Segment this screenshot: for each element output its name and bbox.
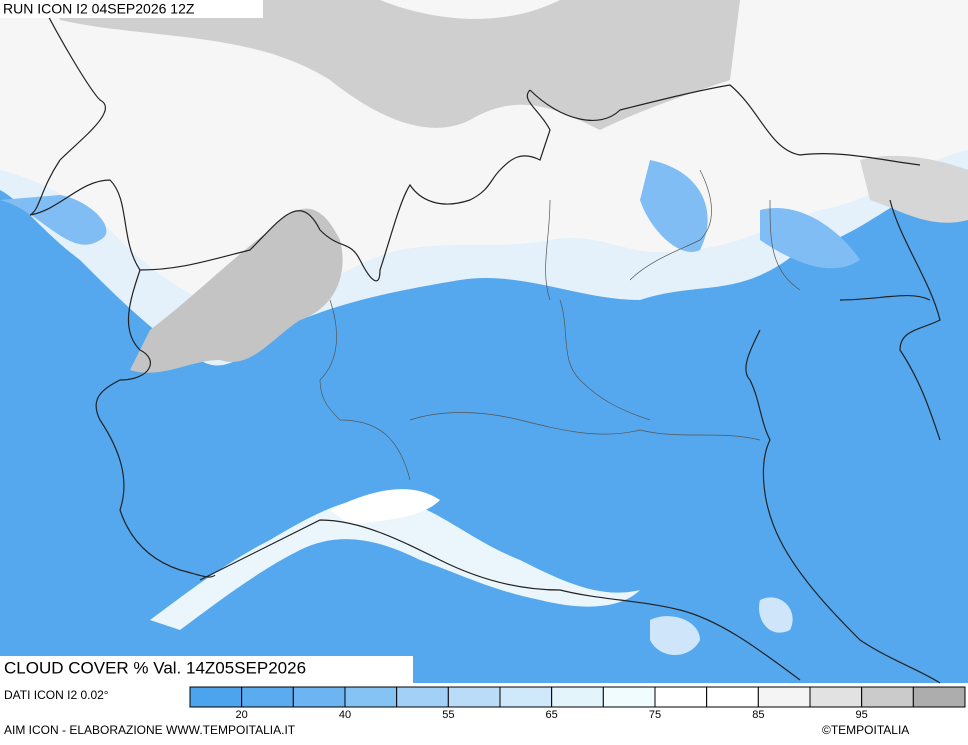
legend-swatch — [447, 686, 501, 708]
cloud-core — [59, 0, 741, 130]
borders — [29, 0, 941, 684]
label-box — [0, 656, 413, 683]
legend-swatch — [499, 686, 553, 708]
variable-label: CLOUD COVER % Val. 14Z05SEP2026 — [4, 658, 306, 677]
legend-swatch — [861, 686, 914, 708]
legend-tick-label: 20 — [236, 709, 248, 721]
region-lines — [319, 169, 801, 481]
legend-swatch — [396, 686, 449, 708]
clear-patch — [650, 597, 793, 655]
cloud-band — [150, 497, 640, 630]
run-title: RUN ICON I2 04SEP2026 12Z — [3, 1, 195, 17]
legend-swatch — [189, 686, 243, 708]
legend-swatch — [706, 686, 759, 708]
copyright: ©TEMPOITALIA — [822, 723, 909, 737]
legend-swatch — [551, 686, 604, 708]
legend-swatch — [809, 686, 863, 708]
data-source: DATI ICON I2 0.02° — [4, 688, 109, 702]
legend-swatch — [292, 686, 346, 708]
color-legend: 20 40 55 65 75 85 95 — [189, 686, 966, 721]
legend-swatch — [241, 686, 294, 708]
clear-patch — [0, 160, 860, 269]
cloud-band — [0, 0, 968, 329]
legend-tick-label: 65 — [546, 709, 558, 721]
cloud-core — [130, 208, 343, 373]
legend-swatch — [912, 686, 966, 708]
legend-tick-label: 40 — [339, 709, 351, 721]
legend-tick-label: 85 — [752, 709, 764, 721]
legend-tick-label: 95 — [856, 709, 868, 721]
legend-tick-label: 55 — [442, 709, 454, 721]
cloud-core — [860, 155, 968, 223]
legend-swatch — [757, 686, 811, 708]
legend-swatch — [654, 686, 708, 708]
cloud-core — [330, 489, 440, 525]
credit: AIM ICON - ELABORAZIONE WWW.TEMPOITALIA.… — [4, 723, 296, 737]
legend-swatch — [344, 686, 398, 708]
title-box — [0, 0, 263, 18]
legend-swatch — [602, 686, 656, 708]
legend-tick-label: 75 — [649, 709, 661, 721]
